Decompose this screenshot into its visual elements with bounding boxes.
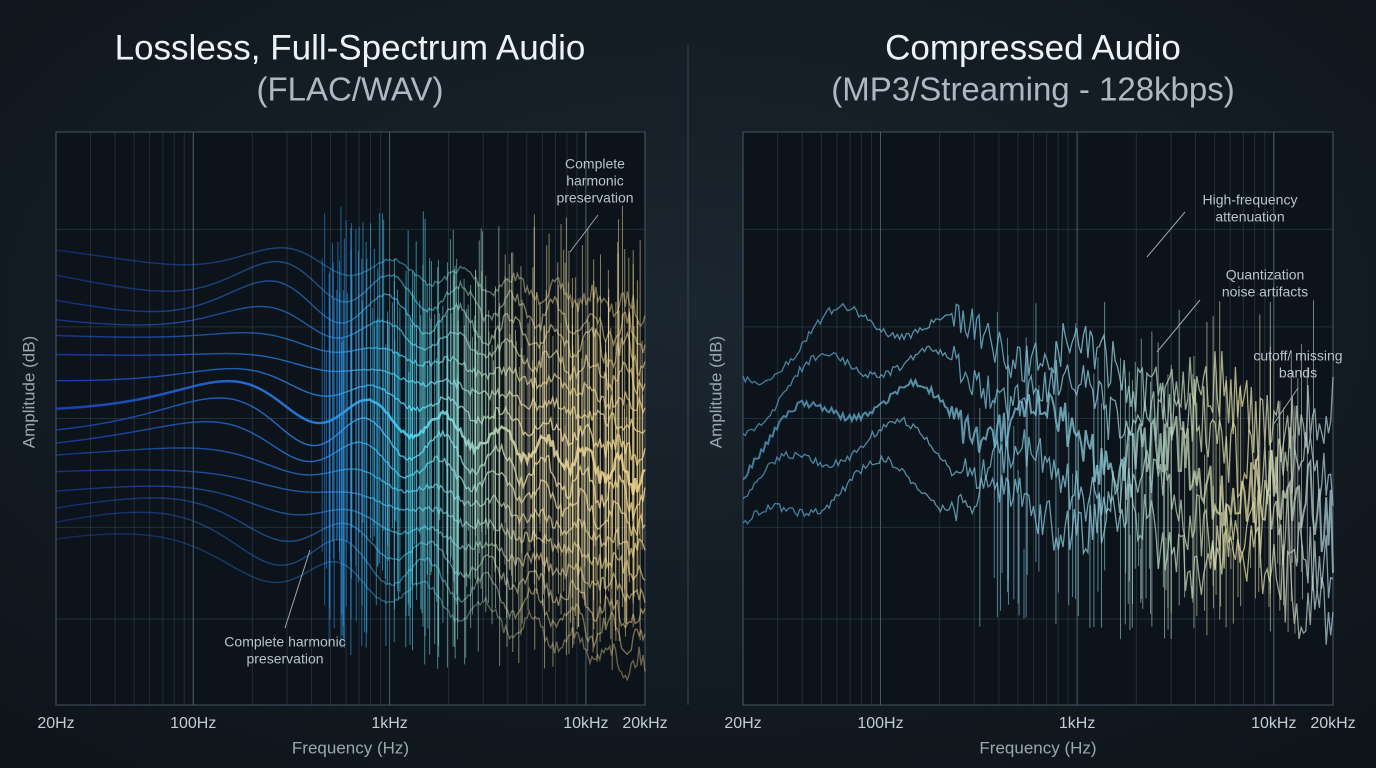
x-tick-label: 20Hz <box>37 715 74 732</box>
annotation-leader <box>569 214 599 253</box>
x-tick-label: 100Hz <box>857 715 903 732</box>
chart-subtitle: (MP3/Streaming - 128kbps) <box>831 71 1235 108</box>
spectrum-wave <box>742 416 1334 599</box>
spectrum-illustration <box>55 205 646 682</box>
x-tick-label: 1kHz <box>1059 715 1095 732</box>
spectrum-illustration <box>742 300 1334 645</box>
annotation-leader <box>1272 387 1299 426</box>
spectrum-wave <box>742 377 1334 573</box>
annotation: preservation <box>556 190 633 206</box>
x-tick-label: 20kHz <box>1310 715 1355 732</box>
y-axis-label: Amplitude (dB) <box>19 336 38 448</box>
annotation: cutoff/ missing <box>1253 348 1342 364</box>
chart-subtitle: (FLAC/WAV) <box>257 71 444 108</box>
annotation: attenuation <box>1215 209 1284 225</box>
x-tick-label: 1kHz <box>371 715 407 732</box>
x-axis-label: Frequency (Hz) <box>292 738 409 757</box>
annotation: harmonic <box>566 173 624 189</box>
annotation: Quantization <box>1226 267 1305 283</box>
annotation: bands <box>1279 365 1317 381</box>
spectrum-wave <box>742 454 1334 645</box>
x-tick-label: 20Hz <box>724 715 761 732</box>
chart-title: Compressed Audio <box>885 28 1181 67</box>
annotation: Complete <box>565 156 625 172</box>
annotation: Complete harmonic <box>224 634 345 650</box>
annotation-leader <box>1156 299 1201 353</box>
annotation: High-frequency <box>1203 192 1298 208</box>
annotation-leader <box>284 549 311 629</box>
x-tick-label: 100Hz <box>170 715 216 732</box>
x-tick-label: 20kHz <box>622 715 667 732</box>
annotation-leader <box>1146 211 1186 258</box>
y-axis-label: Amplitude (dB) <box>706 336 725 448</box>
x-tick-label: 10kHz <box>563 715 608 732</box>
chart-title: Lossless, Full-Spectrum Audio <box>115 28 586 67</box>
spectrum-wave <box>742 302 1334 463</box>
x-axis-label: Frequency (Hz) <box>979 738 1096 757</box>
annotation: noise artifacts <box>1222 284 1308 300</box>
annotation: preservation <box>246 651 323 667</box>
x-tick-label: 10kHz <box>1251 715 1296 732</box>
